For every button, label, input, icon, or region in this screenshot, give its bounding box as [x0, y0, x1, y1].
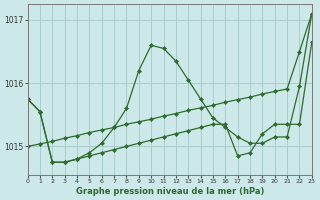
X-axis label: Graphe pression niveau de la mer (hPa): Graphe pression niveau de la mer (hPa): [76, 187, 264, 196]
